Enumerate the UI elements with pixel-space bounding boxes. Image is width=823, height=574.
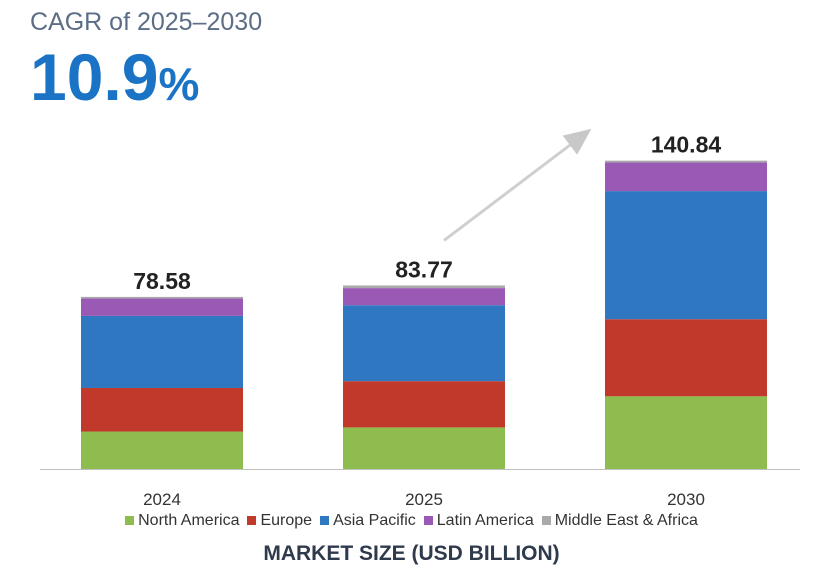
cagr-number: 10.9 bbox=[30, 40, 159, 114]
legend-item-europe: Europe bbox=[247, 512, 312, 530]
legend-label: Asia Pacific bbox=[333, 512, 416, 529]
bar-segment-2030-middle-east-africa bbox=[605, 160, 767, 163]
bar-segment-2024-middle-east-africa bbox=[81, 296, 243, 299]
legend-swatch bbox=[541, 516, 551, 526]
legend-swatch bbox=[423, 516, 433, 526]
cagr-percent-sign: % bbox=[158, 58, 200, 110]
total-label-2030: 140.84 bbox=[651, 132, 722, 158]
legend-label: Middle East & Africa bbox=[554, 512, 698, 529]
x-tick-label-2024: 2024 bbox=[143, 490, 181, 509]
x-tick-label-2030: 2030 bbox=[667, 490, 705, 509]
bar-segment-2024-latin-america bbox=[81, 298, 243, 316]
cagr-label: CAGR of 2025–2030 bbox=[30, 8, 263, 36]
legend-swatch bbox=[247, 516, 257, 526]
bar-segment-2025-north-america bbox=[343, 427, 505, 469]
bar-segment-2025-latin-america bbox=[343, 288, 505, 306]
trend-arrow bbox=[443, 128, 592, 242]
bar-segment-2030-europe bbox=[605, 319, 767, 397]
legend-swatch bbox=[320, 516, 330, 526]
x-axis-title: MARKET SIZE (USD BILLION) bbox=[263, 542, 560, 565]
chart-legend: North America Europe Asia Pacific Latin Ame… bbox=[0, 512, 823, 530]
bar-segment-2030-latin-america bbox=[605, 162, 767, 192]
bar-segment-2025-europe bbox=[343, 381, 505, 428]
x-tick-label-2025: 2025 bbox=[405, 490, 443, 509]
total-label-2025: 83.77 bbox=[395, 256, 453, 282]
legend-label: Europe bbox=[260, 512, 313, 529]
legend-swatch bbox=[125, 516, 135, 526]
total-label-2024: 78.58 bbox=[133, 268, 191, 294]
bar-segment-2030-asia-pacific bbox=[605, 191, 767, 320]
legend-item-asia-pacific: Asia Pacific bbox=[320, 512, 416, 530]
legend-item-north-america: North America bbox=[125, 512, 239, 530]
bar-segment-2025-asia-pacific bbox=[343, 305, 505, 382]
bar-segment-2024-europe bbox=[81, 387, 243, 432]
legend-item-latin-america: Latin America bbox=[423, 512, 534, 530]
bar-segment-2030-north-america bbox=[605, 396, 767, 469]
legend-label: North America bbox=[138, 512, 240, 529]
bar-segment-2024-north-america bbox=[81, 431, 243, 469]
legend-label: Latin America bbox=[436, 512, 534, 529]
bar-segment-2025-middle-east-africa bbox=[343, 285, 505, 289]
legend-item-middle-east-africa: Middle East & Africa bbox=[541, 512, 698, 530]
bar-segment-2024-asia-pacific bbox=[81, 315, 243, 388]
cagr-value: 10.9% bbox=[30, 44, 199, 110]
